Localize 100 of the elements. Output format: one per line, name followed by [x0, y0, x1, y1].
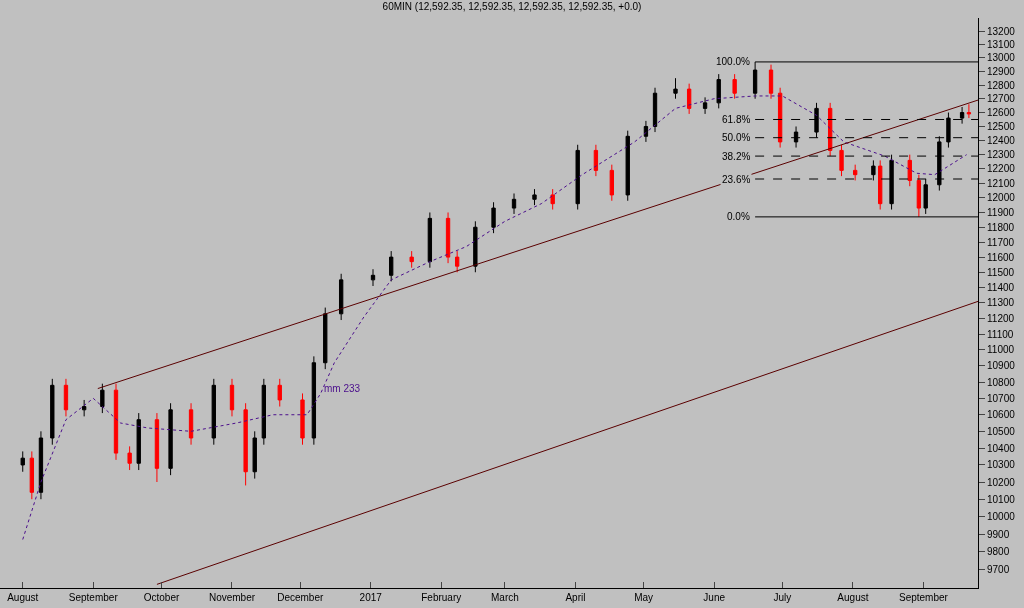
candlestick [229, 378, 235, 417]
y-tick-label: 10900 [987, 360, 1016, 372]
annotation: 38.2% [722, 151, 751, 162]
y-tick-label: 10600 [987, 409, 1016, 421]
y-tick-label: 11200 [987, 312, 1015, 324]
annotation: mm 233 [324, 383, 361, 394]
candlestick [261, 378, 266, 446]
line-series [22, 95, 968, 540]
y-tick-label: 12600 [987, 107, 1016, 119]
y-tick-label: 10400 [987, 442, 1016, 454]
annotation: 0.0% [727, 211, 750, 222]
candlestick [100, 383, 105, 414]
y-tick-label: 13100 [987, 38, 1016, 50]
y-tick-label: 10700 [987, 392, 1016, 404]
candlestick [243, 402, 248, 486]
y-tick-label: 9900 [987, 528, 1010, 540]
candlestick [154, 412, 160, 483]
annotation: 61.8% [722, 114, 751, 125]
candlestick [454, 250, 460, 273]
candlestick [29, 450, 35, 500]
candlestick [907, 154, 912, 187]
candlestick [409, 250, 414, 269]
candlestick [20, 450, 25, 473]
y-tick-label: 13000 [987, 52, 1016, 64]
y-tick-label: 12300 [987, 149, 1016, 161]
x-tick-label: 2017 [359, 592, 383, 603]
candlestick [511, 192, 517, 215]
y-tick-label: 12900 [987, 65, 1016, 77]
y-tick-label: 10300 [987, 459, 1016, 471]
candlestick [300, 392, 305, 446]
candlestick [277, 378, 282, 408]
y-tick-label: 12700 [987, 93, 1016, 105]
candlestick [878, 159, 883, 211]
x-tick-label: August [7, 592, 39, 603]
candlestick [777, 87, 783, 149]
candlestick [673, 77, 678, 100]
y-tick-label: 11800 [987, 221, 1015, 233]
x-tick-label: December [277, 592, 324, 603]
candlestick [63, 378, 69, 417]
candlestick [652, 87, 658, 133]
y-tick-label: 12200 [987, 163, 1016, 175]
candlestick [575, 144, 580, 211]
candlestick [370, 268, 376, 287]
candlestick [50, 378, 55, 446]
candlestick [38, 430, 44, 500]
x-tick-label: February [421, 592, 462, 603]
y-tick-label: 10100 [987, 493, 1016, 505]
y-tick-label: 12500 [987, 120, 1016, 132]
x-tick-label: October [143, 592, 180, 603]
candlestick [168, 402, 173, 476]
candlestick [338, 273, 344, 321]
y-tick-label: 12100 [987, 177, 1016, 189]
candlestick [127, 445, 132, 471]
candlestick [113, 383, 119, 461]
candlestick [445, 211, 451, 264]
candlestick [188, 402, 194, 446]
candlestick [686, 83, 692, 115]
x-tick-label: August [837, 592, 869, 603]
x-tick-label: November [208, 592, 256, 603]
x-tick-label: March [491, 592, 519, 603]
chart-title: 60MIN (12,592.35, 12,592.35, 12,592.35, 12,592.35, +0.0) [382, 1, 642, 13]
y-tick-label: 10000 [987, 511, 1016, 523]
candlestick [853, 164, 858, 181]
candlestick [916, 174, 922, 218]
y-tick-label: 12000 [987, 192, 1016, 204]
candlestick [389, 250, 394, 282]
y-tick-label: 10800 [987, 376, 1016, 388]
x-tick-label: April [565, 592, 586, 603]
y-tick-label: 11100 [987, 328, 1014, 340]
candlestick [252, 430, 257, 480]
y-tick-label: 11900 [987, 206, 1015, 218]
x-tick-label: September [898, 592, 949, 603]
y-tick-label: 11000 [987, 344, 1015, 356]
x-tick-label: September [68, 592, 119, 603]
y-tick-label: 13200 [987, 25, 1016, 37]
candlestick [550, 188, 555, 211]
candlestick [625, 130, 630, 202]
candlestick [311, 355, 317, 446]
annotation: 100.0% [716, 56, 751, 67]
y-tick-label: 9700 [987, 564, 1010, 576]
candlestick [532, 188, 537, 206]
candlestick [643, 120, 649, 143]
candlestick [323, 307, 328, 370]
candlestick [136, 412, 141, 471]
x-tick-label: June [703, 592, 726, 603]
y-tick-label: 12800 [987, 79, 1016, 91]
candlestick [473, 220, 478, 273]
x-tick-label: July [773, 592, 792, 603]
candlestick [966, 103, 972, 119]
candlestick [211, 378, 216, 446]
y-tick-label: 11300 [987, 297, 1015, 309]
annotation: 23.6% [722, 174, 751, 185]
candlestick [768, 64, 774, 100]
candlestick [427, 211, 433, 269]
candlestick [593, 144, 599, 177]
candlestick [716, 73, 721, 109]
candlestick [839, 144, 844, 177]
y-tick-label: 10200 [987, 476, 1016, 488]
x-tick-label: May [634, 592, 654, 603]
y-tick-label: 11400 [987, 282, 1015, 294]
